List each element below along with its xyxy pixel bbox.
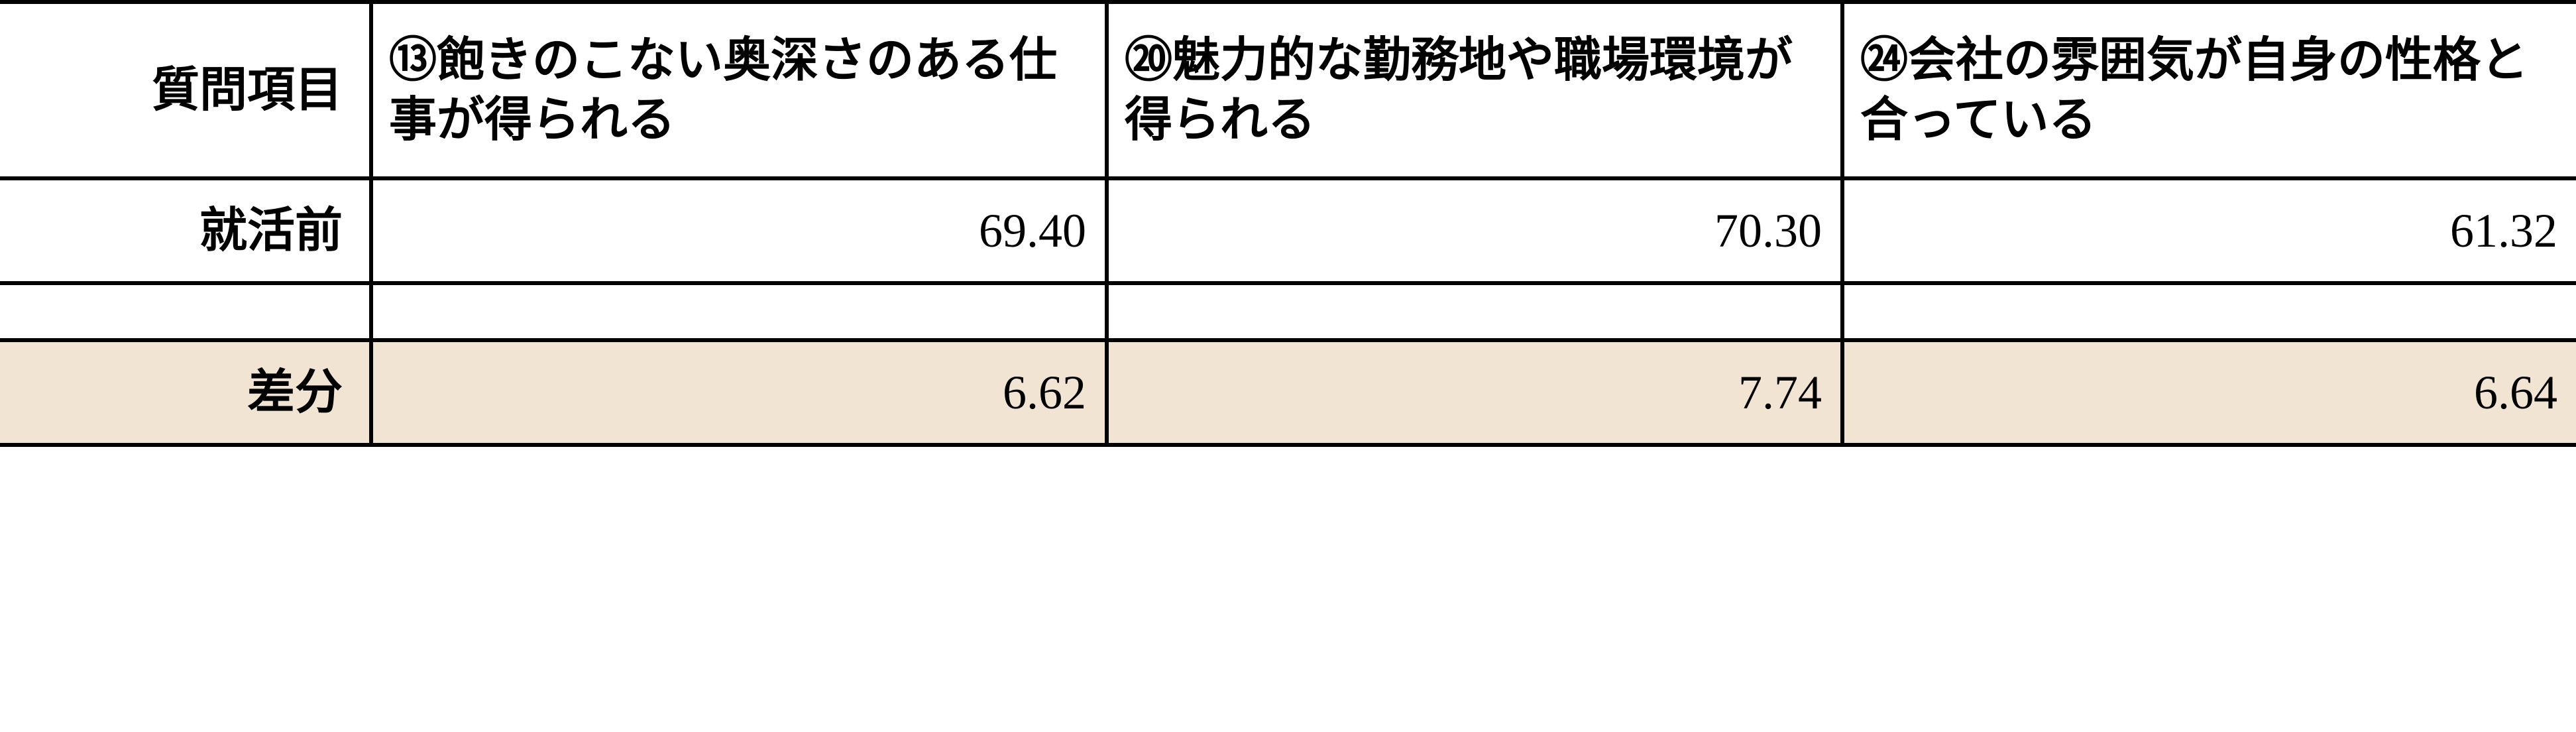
row-label: [0, 283, 371, 340]
row-label: 就活前: [0, 178, 371, 283]
cell-value: 61.32: [1842, 178, 2576, 283]
row-label: 差分: [0, 340, 371, 445]
col-header-label: 質問項目: [0, 2, 371, 178]
table-header-row: 質問項目 ⑬飽きのこない奥深さのある仕事が得られる ⑳魅力的な勤務地や職場環境が…: [0, 2, 2576, 178]
cell-value: 7.74: [1107, 340, 1842, 445]
cell-value: 6.62: [371, 340, 1107, 445]
table-row: 差分 6.62 7.74 6.64: [0, 340, 2576, 445]
table-container: 質問項目 ⑬飽きのこない奥深さのある仕事が得られる ⑳魅力的な勤務地や職場環境が…: [0, 0, 2576, 447]
cell-value: 69.40: [371, 178, 1107, 283]
cell-value: [371, 283, 1107, 340]
cell-value: 6.64: [1842, 340, 2576, 445]
data-table: 質問項目 ⑬飽きのこない奥深さのある仕事が得られる ⑳魅力的な勤務地や職場環境が…: [0, 0, 2576, 447]
col-header-q20: ⑳魅力的な勤務地や職場環境が得られる: [1107, 2, 1842, 178]
col-header-label-text: 質問項目: [16, 60, 343, 120]
cell-value: [1842, 283, 2576, 340]
table-row: 就活前 69.40 70.30 61.32: [0, 178, 2576, 283]
col-header-q20-text: ⑳魅力的な勤務地や職場環境が得られる: [1125, 30, 1824, 150]
col-header-q13-text: ⑬飽きのこない奥深さのある仕事が得られる: [389, 30, 1089, 150]
col-header-q24: ㉔会社の雰囲気が自身の性格と合っている: [1842, 2, 2576, 178]
table-row: [0, 283, 2576, 340]
cell-value: 70.30: [1107, 178, 1842, 283]
col-header-q13: ⑬飽きのこない奥深さのある仕事が得られる: [371, 2, 1107, 178]
cell-value: [1107, 283, 1842, 340]
col-header-q24-text: ㉔会社の雰囲気が自身の性格と合っている: [1860, 30, 2560, 150]
